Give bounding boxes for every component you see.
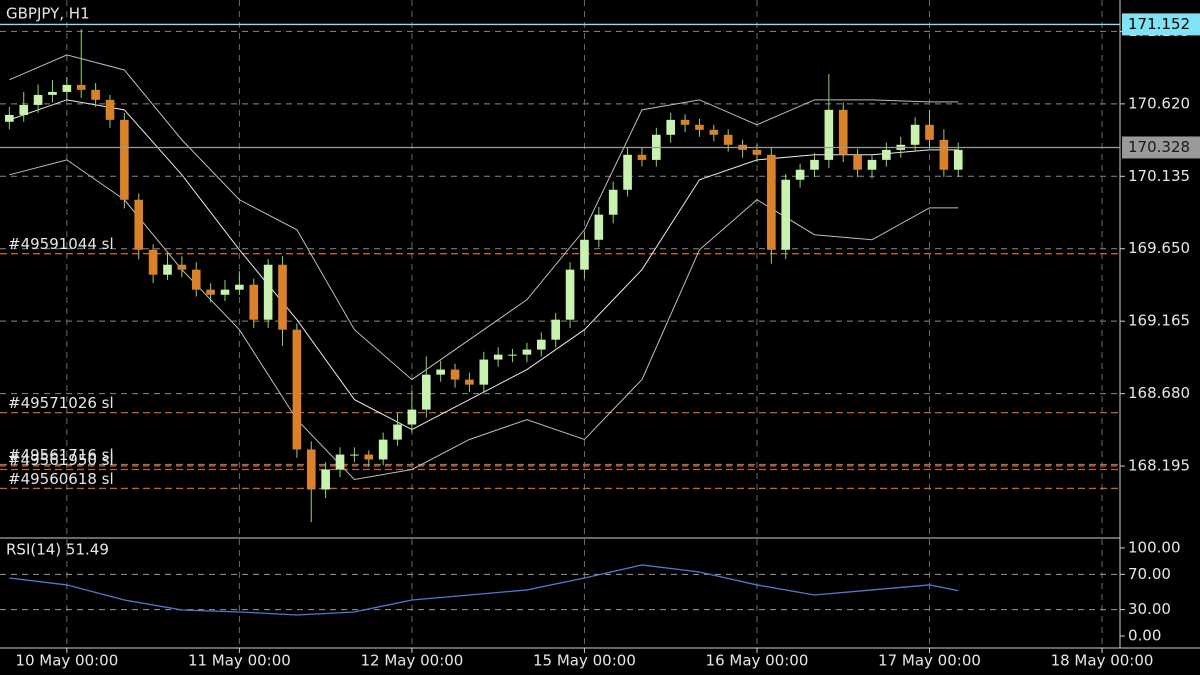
highlight-price-label: 171.152	[1128, 15, 1190, 33]
candle-body	[421, 374, 431, 410]
chart-title: GBPJPY, H1	[6, 5, 90, 23]
candle-body	[206, 289, 215, 295]
y-tick-label: 169.650	[1128, 239, 1190, 257]
current-price-box	[1122, 136, 1200, 159]
x-tick-label: 15 May 00:00	[533, 652, 636, 670]
y-tick-label: 170.620	[1128, 94, 1190, 112]
y-tick-label: 0.00	[1128, 627, 1161, 645]
candle-body	[235, 284, 244, 290]
y-tick-label: 30.00	[1128, 600, 1171, 618]
candle-body	[939, 139, 949, 170]
x-tick-label: 10 May 00:00	[15, 652, 118, 670]
candle-body	[321, 469, 330, 490]
candle-body	[709, 129, 719, 135]
order-label: #49561716 sl	[8, 446, 114, 464]
y-tick-label: 168.680	[1128, 384, 1190, 402]
candle-body	[278, 264, 287, 330]
order-label: #49561950 sl	[8, 451, 114, 469]
candle-body	[867, 159, 877, 170]
rsi-title: RSI(14) 51.49	[6, 541, 109, 559]
rsi-line	[9, 564, 959, 616]
candle-body	[105, 99, 115, 120]
candle-body	[76, 84, 86, 90]
candle-body	[723, 134, 733, 145]
candle-body	[263, 264, 273, 320]
candle-body	[177, 264, 187, 270]
candle-body	[608, 189, 618, 215]
candle-body	[508, 354, 517, 356]
candle-body	[33, 94, 43, 105]
candle-body	[752, 149, 762, 155]
current-price-label: 170.328	[1128, 138, 1190, 156]
candle-body	[393, 424, 402, 440]
candle-body	[479, 359, 489, 385]
candle-body	[48, 91, 57, 95]
candle-body	[910, 124, 920, 145]
candle-body	[350, 454, 359, 456]
candle-body	[810, 159, 819, 170]
candle-body	[795, 169, 805, 180]
y-tick-label: 169.165	[1128, 312, 1190, 330]
candle-body	[465, 379, 474, 385]
x-tick-label: 11 May 00:00	[188, 652, 291, 670]
candle-body	[666, 119, 676, 135]
candle-body	[925, 124, 934, 140]
candle-body	[580, 239, 589, 270]
y-tick-label: 100.00	[1128, 538, 1181, 556]
candle-body	[594, 214, 604, 240]
x-tick-label: 16 May 00:00	[706, 652, 809, 670]
candle-body	[623, 154, 632, 190]
candle-body	[436, 369, 445, 375]
candle-body	[824, 109, 834, 160]
candle-body	[249, 284, 259, 320]
candle-body	[191, 269, 201, 290]
candle-body	[91, 89, 100, 100]
candle-body	[378, 439, 388, 460]
candle-body	[62, 84, 72, 92]
indicator-band	[9, 54, 959, 381]
candle-body	[838, 109, 848, 155]
candle-body	[953, 149, 963, 170]
candle-body	[19, 104, 29, 115]
candle-body	[493, 354, 503, 360]
candle-body	[134, 199, 144, 250]
candle-body	[536, 339, 546, 350]
indicator-band	[9, 99, 959, 431]
indicator-band	[9, 159, 959, 481]
candle-body	[220, 289, 230, 295]
order-label: #49560618 sl	[8, 470, 114, 488]
candle-body	[5, 114, 14, 122]
candle-body	[781, 179, 791, 250]
candle-body	[364, 454, 374, 460]
x-tick-label: 17 May 00:00	[878, 652, 981, 670]
order-label: #49571026 sl	[8, 394, 114, 412]
candle-body	[335, 454, 345, 470]
candle-body	[306, 449, 316, 490]
candle-body	[680, 119, 690, 125]
x-tick-label: 12 May 00:00	[360, 652, 463, 670]
candle-body	[163, 264, 172, 275]
candle-body	[148, 249, 158, 275]
candle-body	[450, 369, 460, 380]
candle-body	[120, 119, 129, 200]
candle-body	[522, 349, 532, 355]
candle-body	[565, 269, 575, 320]
y-tick-label: 168.195	[1128, 457, 1190, 475]
y-tick-label: 170.135	[1128, 167, 1190, 185]
candle-body	[407, 409, 417, 425]
highlight-price-box	[1122, 13, 1200, 36]
order-label: #49591044 sl	[8, 235, 114, 253]
candle-body	[637, 154, 647, 160]
y-tick-label: 70.00	[1128, 565, 1171, 583]
candle-body	[882, 149, 891, 160]
candle-body	[551, 319, 560, 340]
candle-body	[853, 154, 862, 170]
x-tick-label: 18 May 00:00	[1051, 652, 1154, 670]
candle-body	[292, 329, 302, 450]
candle-body	[767, 154, 776, 250]
candle-body	[695, 124, 704, 130]
